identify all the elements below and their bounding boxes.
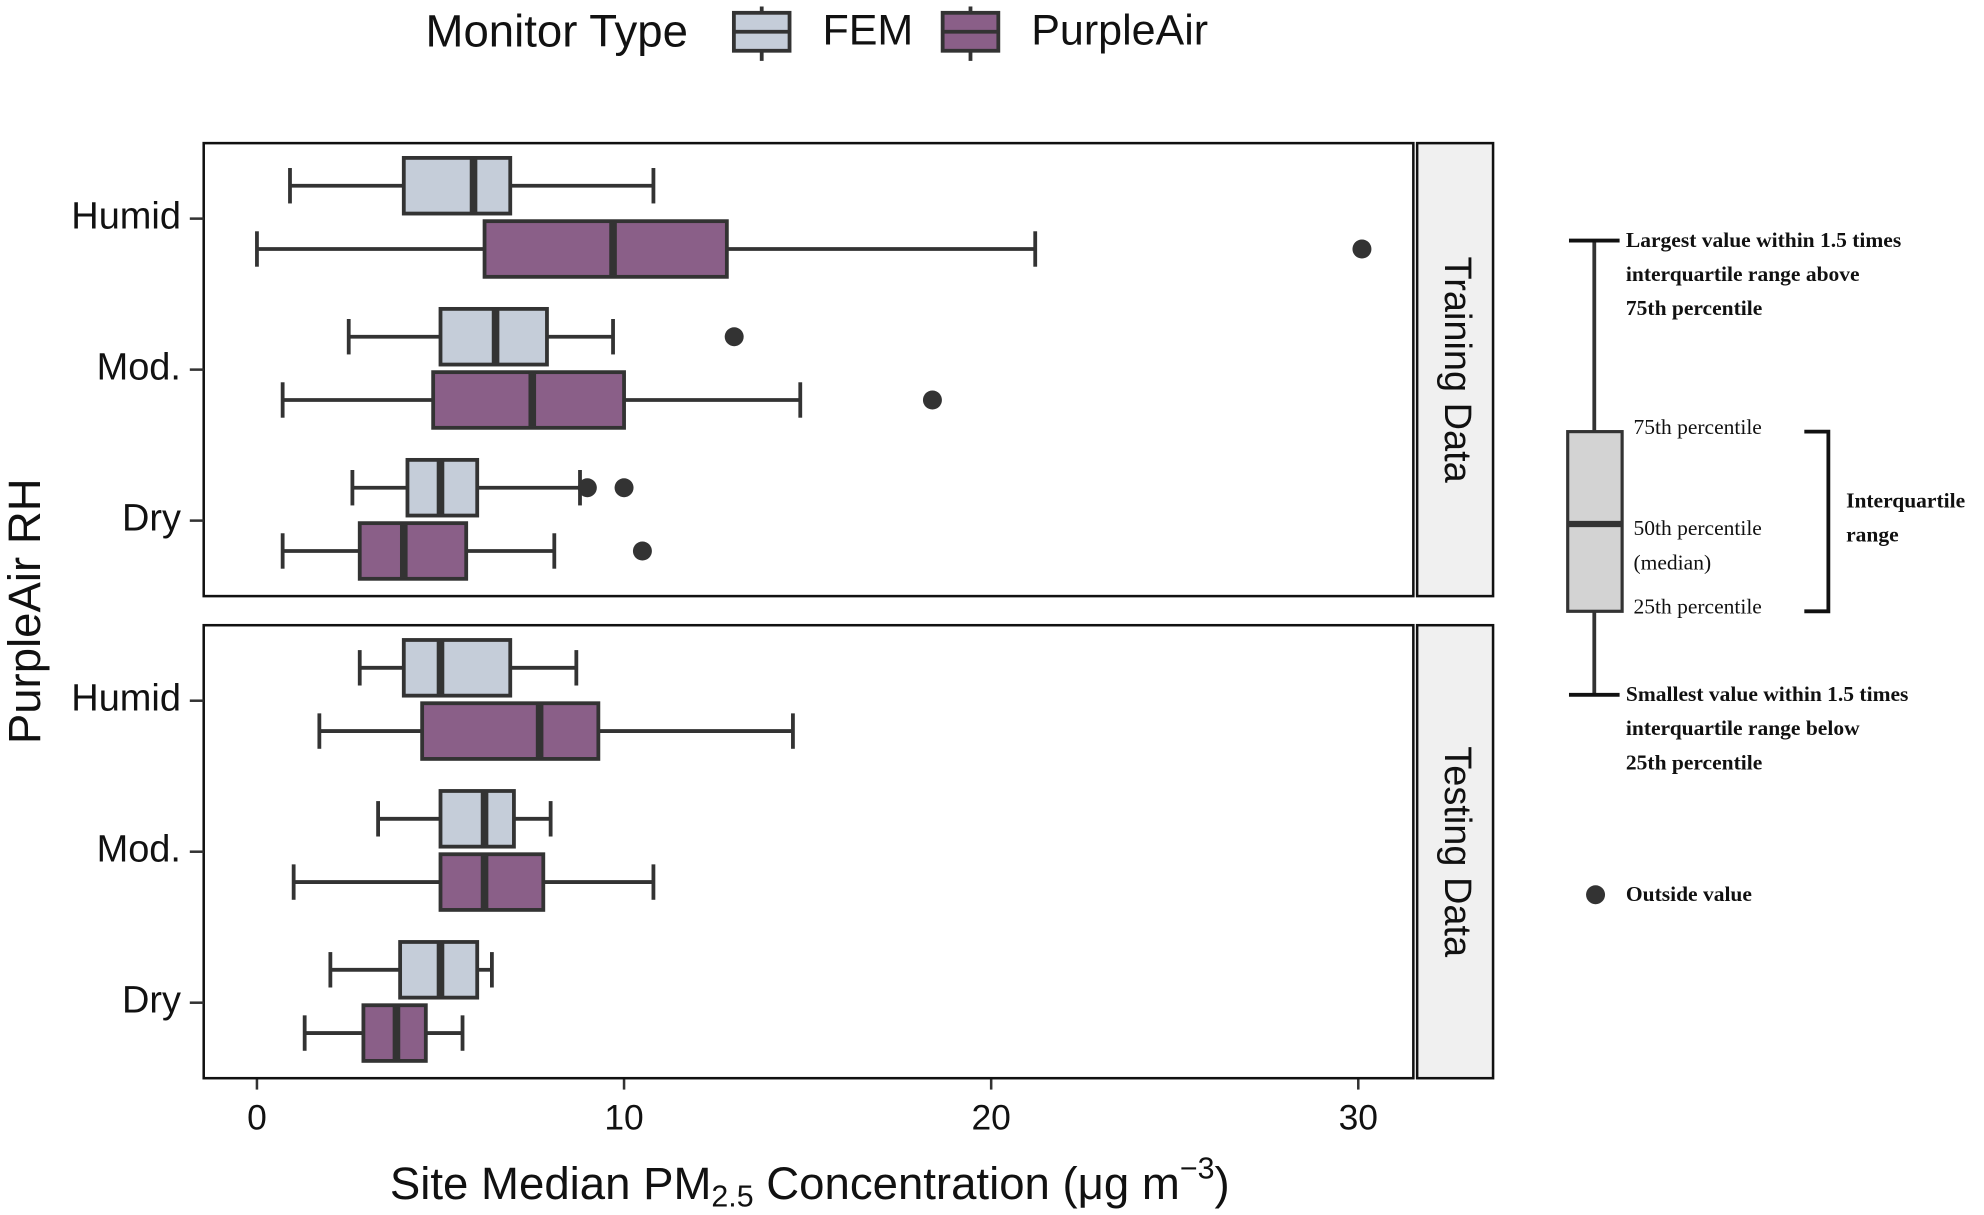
outlier bbox=[1352, 239, 1372, 259]
x-axis-label-part: ) bbox=[1214, 1158, 1229, 1209]
box bbox=[357, 521, 469, 581]
x-axis-label: Site Median PM2.5 Concentration (μg m−3) bbox=[390, 1153, 1230, 1214]
x-axis-label-sup: −3 bbox=[1180, 1153, 1215, 1186]
panel bbox=[202, 141, 1415, 598]
panel bbox=[202, 623, 1415, 1080]
legend-label: FEM bbox=[822, 6, 913, 54]
key-text: (median) bbox=[1634, 550, 1712, 574]
y-tick-label: Mod. bbox=[97, 347, 181, 389]
legend-title: Monitor Type bbox=[426, 5, 688, 56]
key-outlier bbox=[1586, 885, 1606, 905]
strip bbox=[1415, 141, 1495, 598]
key-bracket bbox=[1804, 429, 1831, 614]
y-tick-label: Dry bbox=[122, 980, 181, 1022]
box bbox=[420, 701, 601, 761]
key-text: interquartile range above bbox=[1626, 262, 1860, 286]
box bbox=[401, 155, 513, 216]
key-text: Largest value within 1.5 times bbox=[1626, 228, 1901, 252]
x-axis-label-part: Concentration (μg m bbox=[754, 1158, 1180, 1209]
strip-label: Training Data bbox=[1436, 256, 1478, 483]
key-text: 50th percentile bbox=[1634, 516, 1762, 540]
x-axis-label-sub: 2.5 bbox=[711, 1180, 753, 1213]
key-text: 25th percentile bbox=[1626, 750, 1762, 774]
outlier bbox=[632, 541, 652, 561]
x-tick-label: 20 bbox=[971, 1097, 1010, 1137]
x-tick-label: 0 bbox=[247, 1097, 267, 1137]
strip-label: Testing Data bbox=[1436, 746, 1478, 958]
outlier bbox=[614, 478, 634, 498]
key-text: Outside value bbox=[1626, 882, 1752, 906]
legend-label: PurpleAir bbox=[1031, 6, 1208, 54]
box bbox=[438, 789, 516, 849]
y-tick-label: Humid bbox=[71, 678, 181, 720]
outlier bbox=[922, 390, 942, 410]
outlier bbox=[724, 327, 744, 347]
y-tick-label: Humid bbox=[71, 196, 181, 238]
key-text: range bbox=[1846, 523, 1899, 547]
strip bbox=[1415, 623, 1495, 1080]
box bbox=[401, 638, 513, 698]
key-text: interquartile range below bbox=[1626, 716, 1860, 740]
key-text: Smallest value within 1.5 times bbox=[1626, 682, 1908, 706]
box bbox=[438, 852, 546, 912]
x-tick-label: 30 bbox=[1339, 1097, 1378, 1137]
key-text: 75th percentile bbox=[1634, 415, 1762, 439]
key-text: 75th percentile bbox=[1626, 296, 1762, 320]
box bbox=[482, 219, 729, 279]
key-text: 25th percentile bbox=[1634, 595, 1762, 619]
key-text: Interquartile bbox=[1846, 488, 1965, 512]
outlier bbox=[577, 478, 597, 498]
y-tick-label: Mod. bbox=[97, 829, 181, 871]
x-tick-label: 10 bbox=[604, 1097, 643, 1137]
x-axis-label-part: Site Median PM bbox=[390, 1158, 712, 1209]
y-tick-label: Dry bbox=[122, 498, 181, 540]
y-axis-label: PurpleAir RH bbox=[0, 478, 50, 744]
box-key: Largest value within 1.5 times interquart… bbox=[1566, 228, 1965, 906]
